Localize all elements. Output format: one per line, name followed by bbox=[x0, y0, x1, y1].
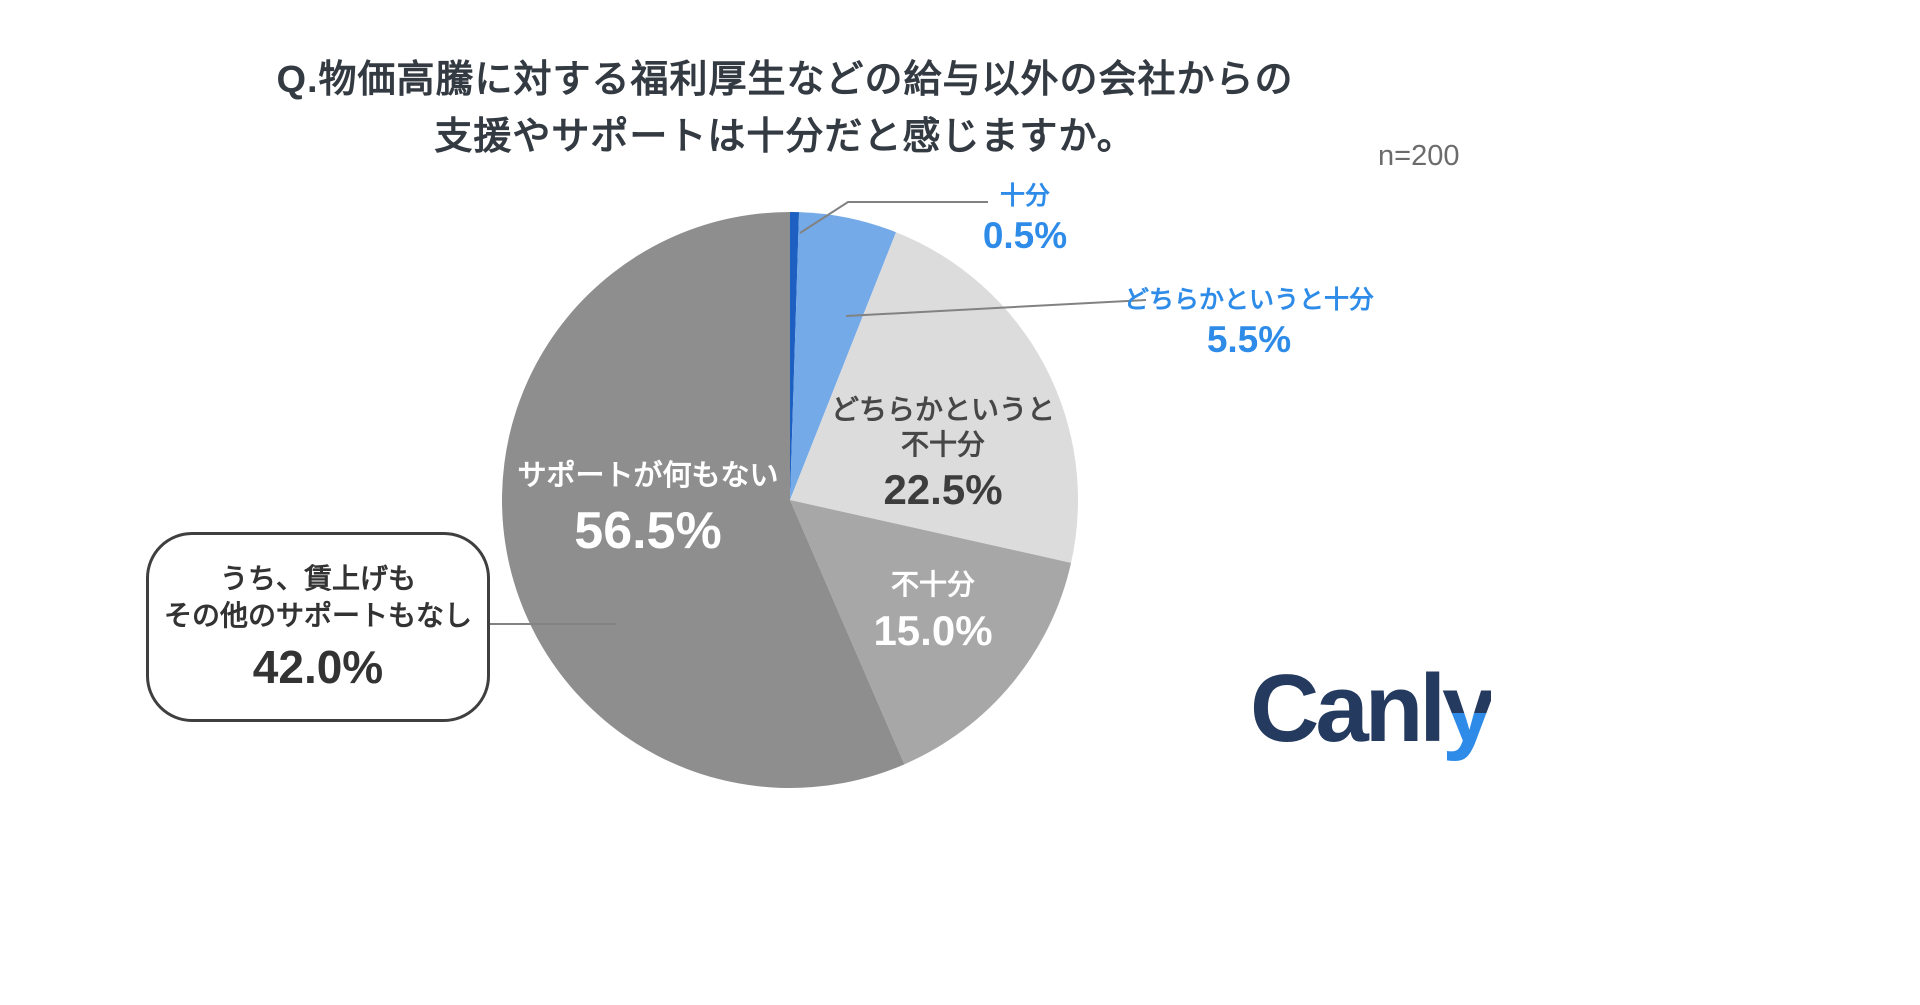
label-insufficient: 不十分 15.0% bbox=[873, 568, 992, 656]
sample-size: n=200 bbox=[1378, 140, 1460, 172]
annotation-pct: 42.0% bbox=[252, 641, 384, 693]
label-no-support: サポートが何もない 56.5% bbox=[517, 458, 778, 562]
annotation-callout: うち、賃上げも その他のサポートもなし 42.0% bbox=[146, 532, 490, 722]
annotation-line1: うち、賃上げも bbox=[219, 563, 416, 594]
canly-logo-main: Canl bbox=[1250, 655, 1446, 762]
label-somewhat-sufficient-name: どちらかというと十分 bbox=[1123, 286, 1375, 314]
canly-logo: Canly bbox=[1250, 654, 1495, 764]
label-somewhat-sufficient-pct: 5.5% bbox=[1206, 319, 1292, 360]
label-somewhat-insufficient-line1: どちらかというと bbox=[830, 394, 1056, 425]
label-insufficient-name: 不十分 bbox=[890, 569, 975, 600]
pie-slice-3 bbox=[790, 500, 1072, 765]
pie-slice-4 bbox=[502, 212, 905, 789]
label-sufficient-pct: 0.5% bbox=[982, 215, 1068, 256]
label-insufficient-pct: 15.0% bbox=[873, 607, 993, 654]
label-sufficient-name: 十分 bbox=[999, 182, 1050, 210]
leader-line-somewhat-sufficient bbox=[845, 299, 1147, 317]
label-no-support-pct: 56.5% bbox=[574, 502, 722, 560]
pie-slice-2 bbox=[790, 232, 1078, 563]
chart-title-line2: 支援やサポートは十分だと感じますか。 bbox=[434, 116, 1136, 158]
canly-logo-accent: y bbox=[1442, 655, 1495, 762]
leader-line-sufficient bbox=[799, 201, 988, 234]
label-no-support-name: サポートが何もない bbox=[517, 460, 779, 492]
label-somewhat-insufficient: どちらかというと 不十分 22.5% bbox=[831, 392, 1055, 515]
chart-title-line1: Q.物価高騰に対する福利厚生などの給与以外の会社からの bbox=[276, 59, 1294, 101]
pie-slices bbox=[502, 212, 1078, 789]
label-somewhat-insufficient-line2: 不十分 bbox=[900, 429, 986, 460]
label-sufficient: 十分 0.5% bbox=[983, 180, 1067, 258]
chart-title: Q.物価高騰に対する福利厚生などの給与以外の会社からの 支援やサポートは十分だと… bbox=[0, 52, 1570, 166]
label-somewhat-insufficient-pct: 22.5% bbox=[883, 466, 1003, 513]
annotation-line2: その他のサポートもなし bbox=[163, 600, 472, 631]
pie-slice-0 bbox=[790, 212, 800, 500]
pie-slice-1 bbox=[790, 212, 897, 501]
label-somewhat-sufficient: どちらかというと十分 5.5% bbox=[1124, 284, 1374, 362]
